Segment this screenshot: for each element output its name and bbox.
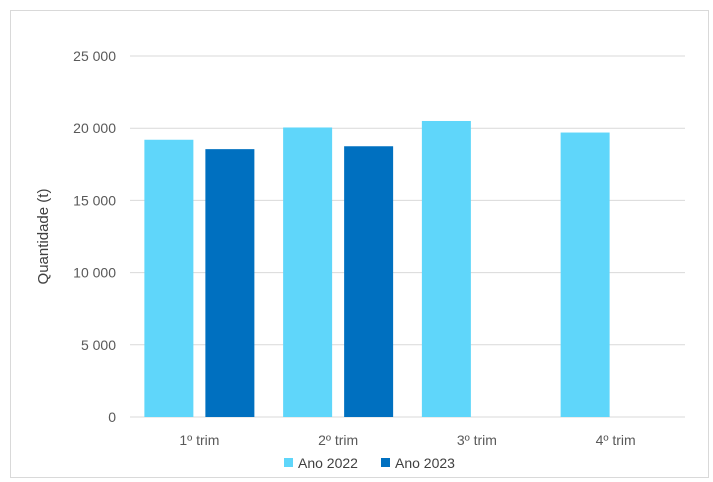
- bar-1-4: [560, 132, 610, 418]
- bars: [144, 120, 610, 418]
- legend-label-2: Ano 2023: [395, 455, 455, 471]
- legend: Ano 2022 Ano 2023: [284, 455, 455, 471]
- legend-swatch-2: [381, 458, 390, 467]
- legend-swatch-1: [284, 458, 293, 467]
- y-tick-label: 10 000: [73, 265, 116, 281]
- y-tick-label: 0: [108, 409, 116, 425]
- bar-1-1: [144, 139, 194, 417]
- bar-2-2: [344, 146, 394, 417]
- bar-1-2: [283, 127, 333, 417]
- x-tick-label: 2º trim: [318, 432, 358, 448]
- x-tick-labels: 1º trim 2º trim 3º trim 4º trim: [179, 432, 635, 448]
- y-axis-title: Quantidade (t): [35, 189, 52, 285]
- x-tick-label: 4º trim: [596, 432, 636, 448]
- bar-1-3: [421, 120, 471, 417]
- y-tick-label: 15 000: [73, 192, 116, 208]
- y-tick-label: 20 000: [73, 120, 116, 136]
- bar-2-1: [205, 149, 255, 417]
- x-tick-label: 1º trim: [179, 432, 219, 448]
- y-tick-label: 25 000: [73, 48, 116, 64]
- y-tick-label: 5 000: [81, 337, 116, 353]
- y-tick-labels: 0 5 000 10 000 15 000 20 000 25 000: [73, 48, 116, 425]
- legend-label-1: Ano 2022: [298, 455, 358, 471]
- x-tick-label: 3º trim: [457, 432, 497, 448]
